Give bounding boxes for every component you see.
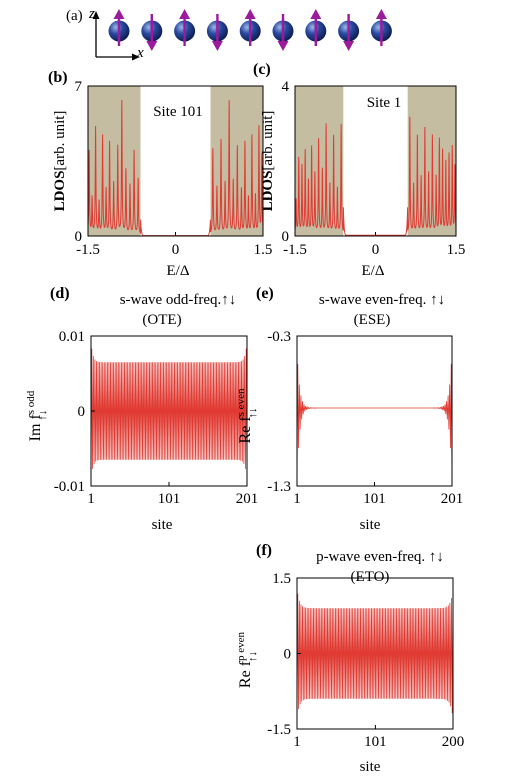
spin-up-arrow-icon [310, 9, 322, 46]
x-tick-label: 201 [236, 491, 259, 507]
chart-e-ylabel: Re fs even↑↓ [235, 388, 259, 443]
plot-frame [296, 335, 453, 487]
chart-b-title: Site 101 [153, 104, 203, 120]
y-tick-label: 7 [75, 79, 83, 95]
chart-c-ldos-site-1: -1.5 0 1.504 Site 1 E/Δ LDOS[arb. unit] [260, 79, 465, 279]
ote-amplitude-curve [90, 348, 248, 481]
axis-arrows-icon [92, 11, 140, 61]
ese-amplitude-curve [296, 364, 453, 484]
chart-f-ylabel: Re fp even↑↓ [235, 631, 259, 688]
chart-c-title: Site 1 [367, 95, 402, 111]
chart-b-ldos-site-101: -1.5 0 1.507 Site 101 E/Δ LDOS[arb. unit] [52, 79, 272, 279]
x-tick-label: 1 [293, 734, 301, 750]
chart-b-xlabel: E/Δ [167, 263, 190, 279]
y-tick-label: 0 [78, 404, 86, 420]
x-tick-label: 1.5 [447, 242, 466, 258]
chart-d-subtitle: (OTE) [142, 312, 181, 328]
chart-e-ese: s-wave even-freq. ↑↓ (ESE) 1 101 201 -1.3 -0… [235, 292, 463, 533]
y-tick-label: 0 [282, 229, 290, 245]
x-tick-label: 1 [293, 491, 301, 507]
x-tick-label: 201 [441, 491, 464, 507]
chart-f-title: p-wave even-freq. ↑↓ [316, 549, 444, 565]
chart-d-ylabel: Im fs odd↑↓ [25, 390, 49, 441]
y-tick-label: 0 [284, 647, 292, 663]
y-tick-label: 1.5 [272, 571, 291, 587]
chart-c-xlabel: E/Δ [362, 263, 385, 279]
panel-d-label: (d) [50, 285, 70, 302]
spin-down-arrow-icon [146, 14, 158, 51]
y-tick-label: -1.3 [267, 479, 291, 495]
y-tick-label: 0.01 [59, 329, 85, 345]
x-tick-label: 101 [158, 491, 181, 507]
x-tick-label: 200 [442, 734, 465, 750]
spin-up-arrow-icon [375, 9, 387, 46]
y-tick-label: 4 [282, 79, 290, 95]
panel-c-label: (c) [253, 61, 271, 78]
spin-up-arrow-icon [113, 9, 125, 46]
x-tick-label: 101 [364, 734, 387, 750]
y-tick-label: -1.5 [267, 722, 291, 738]
chart-e-title: s-wave even-freq. ↑↓ [319, 292, 445, 308]
spin-chain [108, 9, 392, 51]
panel-a-spin-chain: (a) z x [66, 6, 392, 61]
panel-e-label: (e) [256, 285, 274, 302]
panel-f-label: (f) [256, 542, 272, 559]
y-tick-label: -0.01 [54, 479, 85, 495]
chart-f-eto: p-wave even-freq. ↑↓ (ETO) 1 101 200 -1.5 0 1… [235, 549, 464, 775]
eto-amplitude-curve [296, 588, 454, 719]
axis-z-label: z [88, 6, 95, 22]
x-tick-label: 1 [87, 491, 95, 507]
chart-f-subtitle: (ETO) [351, 569, 390, 585]
x-tick-label: 1.5 [254, 242, 273, 258]
chart-b-ylabel: LDOS[arb. unit] [52, 111, 68, 212]
chart-d-ote: s-wave odd-freq.↑↓ (OTE) 1 101 201 -0.01 0 0.… [25, 292, 258, 533]
panel-a-label: (a) [66, 8, 83, 24]
x-tick-label: 0 [172, 242, 180, 258]
chart-d-xlabel: site [152, 517, 173, 533]
x-tick-label: -1.5 [76, 242, 100, 258]
chart-f-xlabel: site [360, 759, 381, 775]
spin-down-arrow-icon [211, 14, 223, 51]
chart-d-title: s-wave odd-freq.↑↓ [120, 292, 237, 308]
spin-up-arrow-icon [179, 9, 191, 46]
y-tick-label: 0 [75, 229, 83, 245]
axis-x-label: x [136, 45, 144, 61]
y-tick-label: -0.3 [267, 329, 291, 345]
spin-down-arrow-icon [277, 14, 289, 51]
panel-b-label: (b) [48, 69, 68, 86]
x-tick-label: 101 [363, 491, 386, 507]
x-tick-label: 0 [372, 242, 380, 258]
chart-e-subtitle: (ESE) [354, 312, 391, 328]
chart-e-xlabel: site [360, 517, 381, 533]
spin-up-arrow-icon [244, 9, 256, 46]
x-tick-label: -1.5 [283, 242, 307, 258]
chart-c-ylabel: LDOS[arb. unit] [260, 111, 276, 212]
spin-down-arrow-icon [343, 14, 355, 51]
